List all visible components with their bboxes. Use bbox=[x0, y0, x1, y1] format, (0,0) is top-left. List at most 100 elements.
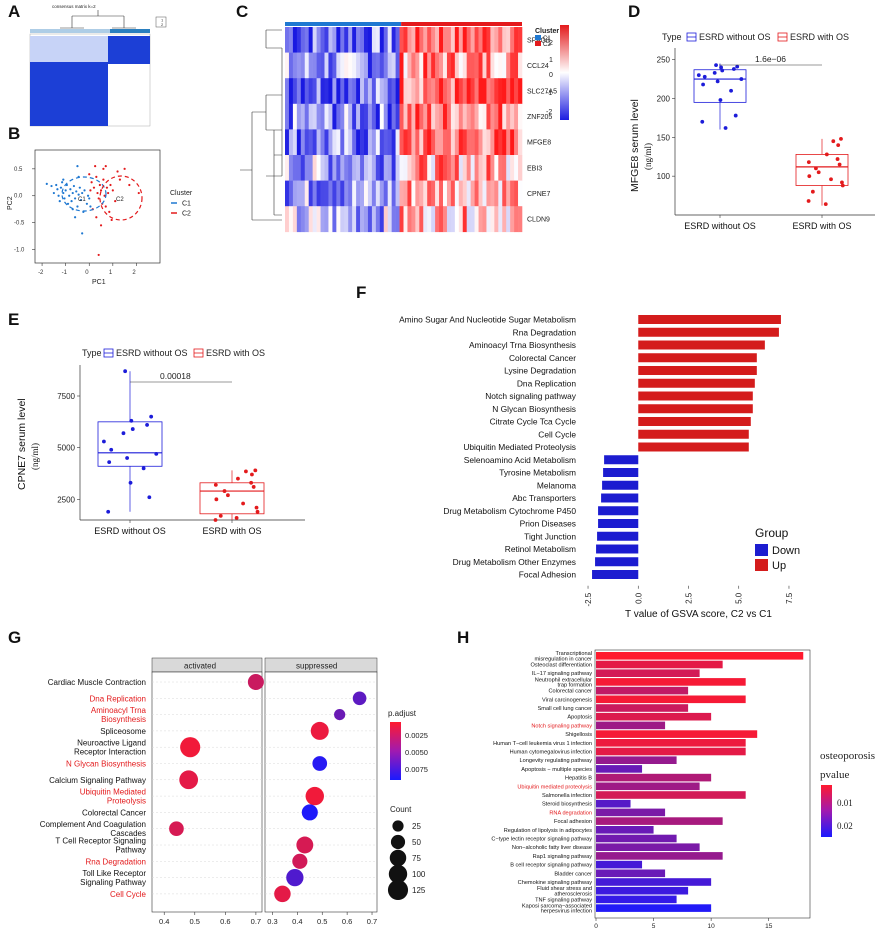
panel-c-heat-cell bbox=[411, 78, 416, 105]
panel-c-heat-cell bbox=[371, 103, 377, 130]
panel-d-box bbox=[693, 69, 747, 103]
panel-c-heat-cell bbox=[518, 206, 523, 233]
panel-a-cluster-bar-2 bbox=[110, 29, 150, 33]
panel-letter-h: H bbox=[457, 628, 470, 647]
panel-g-padj-colorbar bbox=[390, 722, 401, 780]
panel-c-heat-cell bbox=[419, 129, 424, 156]
panel-c-heat-cell bbox=[292, 206, 298, 233]
panel-c-heat-cell bbox=[312, 103, 317, 130]
panel-b-point-c1 bbox=[52, 191, 55, 195]
panel-h-bar bbox=[596, 652, 804, 660]
panel-c-heat-cell bbox=[324, 78, 329, 105]
panel-g-padj-tick-2: 0.0050 bbox=[405, 748, 428, 757]
panel-c-heat-cell bbox=[379, 52, 385, 79]
panel-c-heat-cell bbox=[332, 78, 337, 105]
panel-c-gene-label: CLDN9 bbox=[527, 217, 550, 224]
panel-c-heat-cell bbox=[427, 52, 432, 79]
panel-f-xlabel: T value of GSVA score, C2 vs C1 bbox=[625, 609, 772, 620]
panel-c-heat-cell bbox=[411, 27, 416, 53]
panel-h-bar bbox=[596, 765, 643, 773]
panel-c-heat-cell bbox=[304, 27, 309, 53]
panel-h-category-label: Kaposi sarcoma−associated bbox=[522, 904, 592, 910]
panel-c-heat-cell bbox=[470, 129, 475, 156]
panel-c-heat-cell bbox=[312, 27, 317, 53]
panel-g-count-legend-label: 100 bbox=[412, 870, 426, 879]
panel-c-heat-cell bbox=[288, 27, 294, 53]
panel-c-heat-cell bbox=[419, 103, 424, 130]
panel-d-legend-1: ESRD without OS bbox=[699, 32, 771, 42]
panel-c-heat-cell bbox=[474, 103, 479, 130]
panel-c-heat-cell bbox=[379, 129, 385, 156]
panel-f-category-label: Selenoamino Acid Metabolism bbox=[464, 455, 576, 465]
panel-c-heat-cell bbox=[332, 103, 337, 130]
panel-d-point bbox=[829, 177, 833, 182]
panel-g-category-label: Cascades bbox=[110, 829, 146, 838]
panel-c-heat-cell bbox=[431, 155, 436, 181]
panel-b-point-c2 bbox=[99, 189, 103, 192]
panel-c-heat-cell bbox=[300, 155, 306, 181]
panel-e-point bbox=[106, 509, 111, 514]
panel-f-category-label: Dna Replication bbox=[517, 378, 576, 388]
panel-c-heat-cell bbox=[316, 180, 321, 207]
panel-letter-e: E bbox=[8, 310, 20, 329]
panel-h-bar bbox=[596, 669, 700, 677]
panel-d-point bbox=[735, 64, 740, 69]
panel-h-category-label: Shigellosis bbox=[565, 732, 592, 738]
panel-c-heat-cell bbox=[312, 52, 317, 79]
panel-c-heat-cell bbox=[431, 52, 436, 79]
panel-c-heat-cell bbox=[466, 78, 471, 105]
panel-f-legend-down: Down bbox=[772, 545, 800, 557]
panel-c-heat-cell bbox=[478, 78, 483, 105]
panel-f-category-label: Amino Sugar And Nucleotide Sugar Metabol… bbox=[399, 315, 576, 325]
panel-c-heat-cell bbox=[387, 206, 392, 233]
panel-e-legend-key-1 bbox=[103, 348, 114, 358]
panel-e-point bbox=[241, 501, 245, 506]
panel-h-bar bbox=[596, 886, 689, 895]
panel-c-heat-cell bbox=[462, 180, 467, 207]
panel-g-dot bbox=[301, 804, 318, 821]
panel-d-point bbox=[816, 170, 821, 175]
panel-c-heat-cell bbox=[308, 78, 313, 105]
panel-g-dot bbox=[292, 853, 308, 869]
panel-f-legend-up: Up bbox=[772, 560, 786, 572]
panel-c-heat-cell bbox=[506, 206, 511, 233]
panel-c-heat-cell bbox=[375, 180, 381, 207]
panel-g-facet-activated: activated bbox=[184, 662, 216, 671]
panel-c-heat-cell bbox=[470, 78, 475, 105]
panel-c-heat-cell bbox=[466, 103, 471, 130]
panel-f-category-label: Citrate Cycle Tca Cycle bbox=[490, 417, 577, 427]
panel-h-category-label: Rap1 signaling pathway bbox=[533, 854, 593, 860]
panel-c-heat-cell bbox=[360, 180, 365, 207]
panel-c-heat-cell bbox=[375, 78, 381, 105]
panel-c-heat-cell bbox=[292, 129, 298, 156]
panel-c-heat-cell bbox=[423, 103, 428, 130]
panel-b-cluster-label-c2: C2 bbox=[116, 197, 124, 203]
panel-c-heat-cell bbox=[395, 180, 400, 207]
panel-d-ytick-label: 200 bbox=[657, 94, 671, 103]
panel-c-heat-cell bbox=[399, 129, 404, 156]
panel-b-point-c2 bbox=[104, 165, 107, 168]
panel-g-count-legend-label: 125 bbox=[412, 886, 426, 895]
panel-c-heat-cell bbox=[336, 52, 341, 79]
panel-g-category-label: Dna Replication bbox=[90, 694, 146, 703]
panel-c-heat-cell bbox=[352, 206, 357, 233]
panel-c-heat-cell bbox=[462, 155, 467, 181]
panel-e-yunit: (ng/ml) bbox=[30, 443, 40, 470]
panel-d-box bbox=[795, 154, 849, 186]
panel-c-gene-label: CPNE7 bbox=[527, 191, 550, 198]
panel-c-heat-cell bbox=[356, 78, 361, 105]
panel-c-heat-cell bbox=[383, 78, 388, 105]
panel-c-heat-cell bbox=[482, 52, 487, 79]
panel-c-heat-cell bbox=[387, 129, 392, 156]
panel-c-heat-cell bbox=[356, 155, 361, 181]
panel-b-point-c2 bbox=[118, 178, 122, 181]
panel-c-heat-cell bbox=[454, 27, 460, 53]
panel-c-heat-cell bbox=[514, 129, 519, 156]
panel-c-heat-cell bbox=[482, 155, 487, 181]
panel-c-heat-cell bbox=[431, 129, 436, 156]
panel-b-legend-title: Cluster bbox=[170, 190, 193, 197]
panel-c-heat-cell bbox=[383, 52, 388, 79]
panel-e-ytick-label: 5000 bbox=[57, 444, 75, 453]
panel-c-heat-cell bbox=[288, 155, 294, 181]
